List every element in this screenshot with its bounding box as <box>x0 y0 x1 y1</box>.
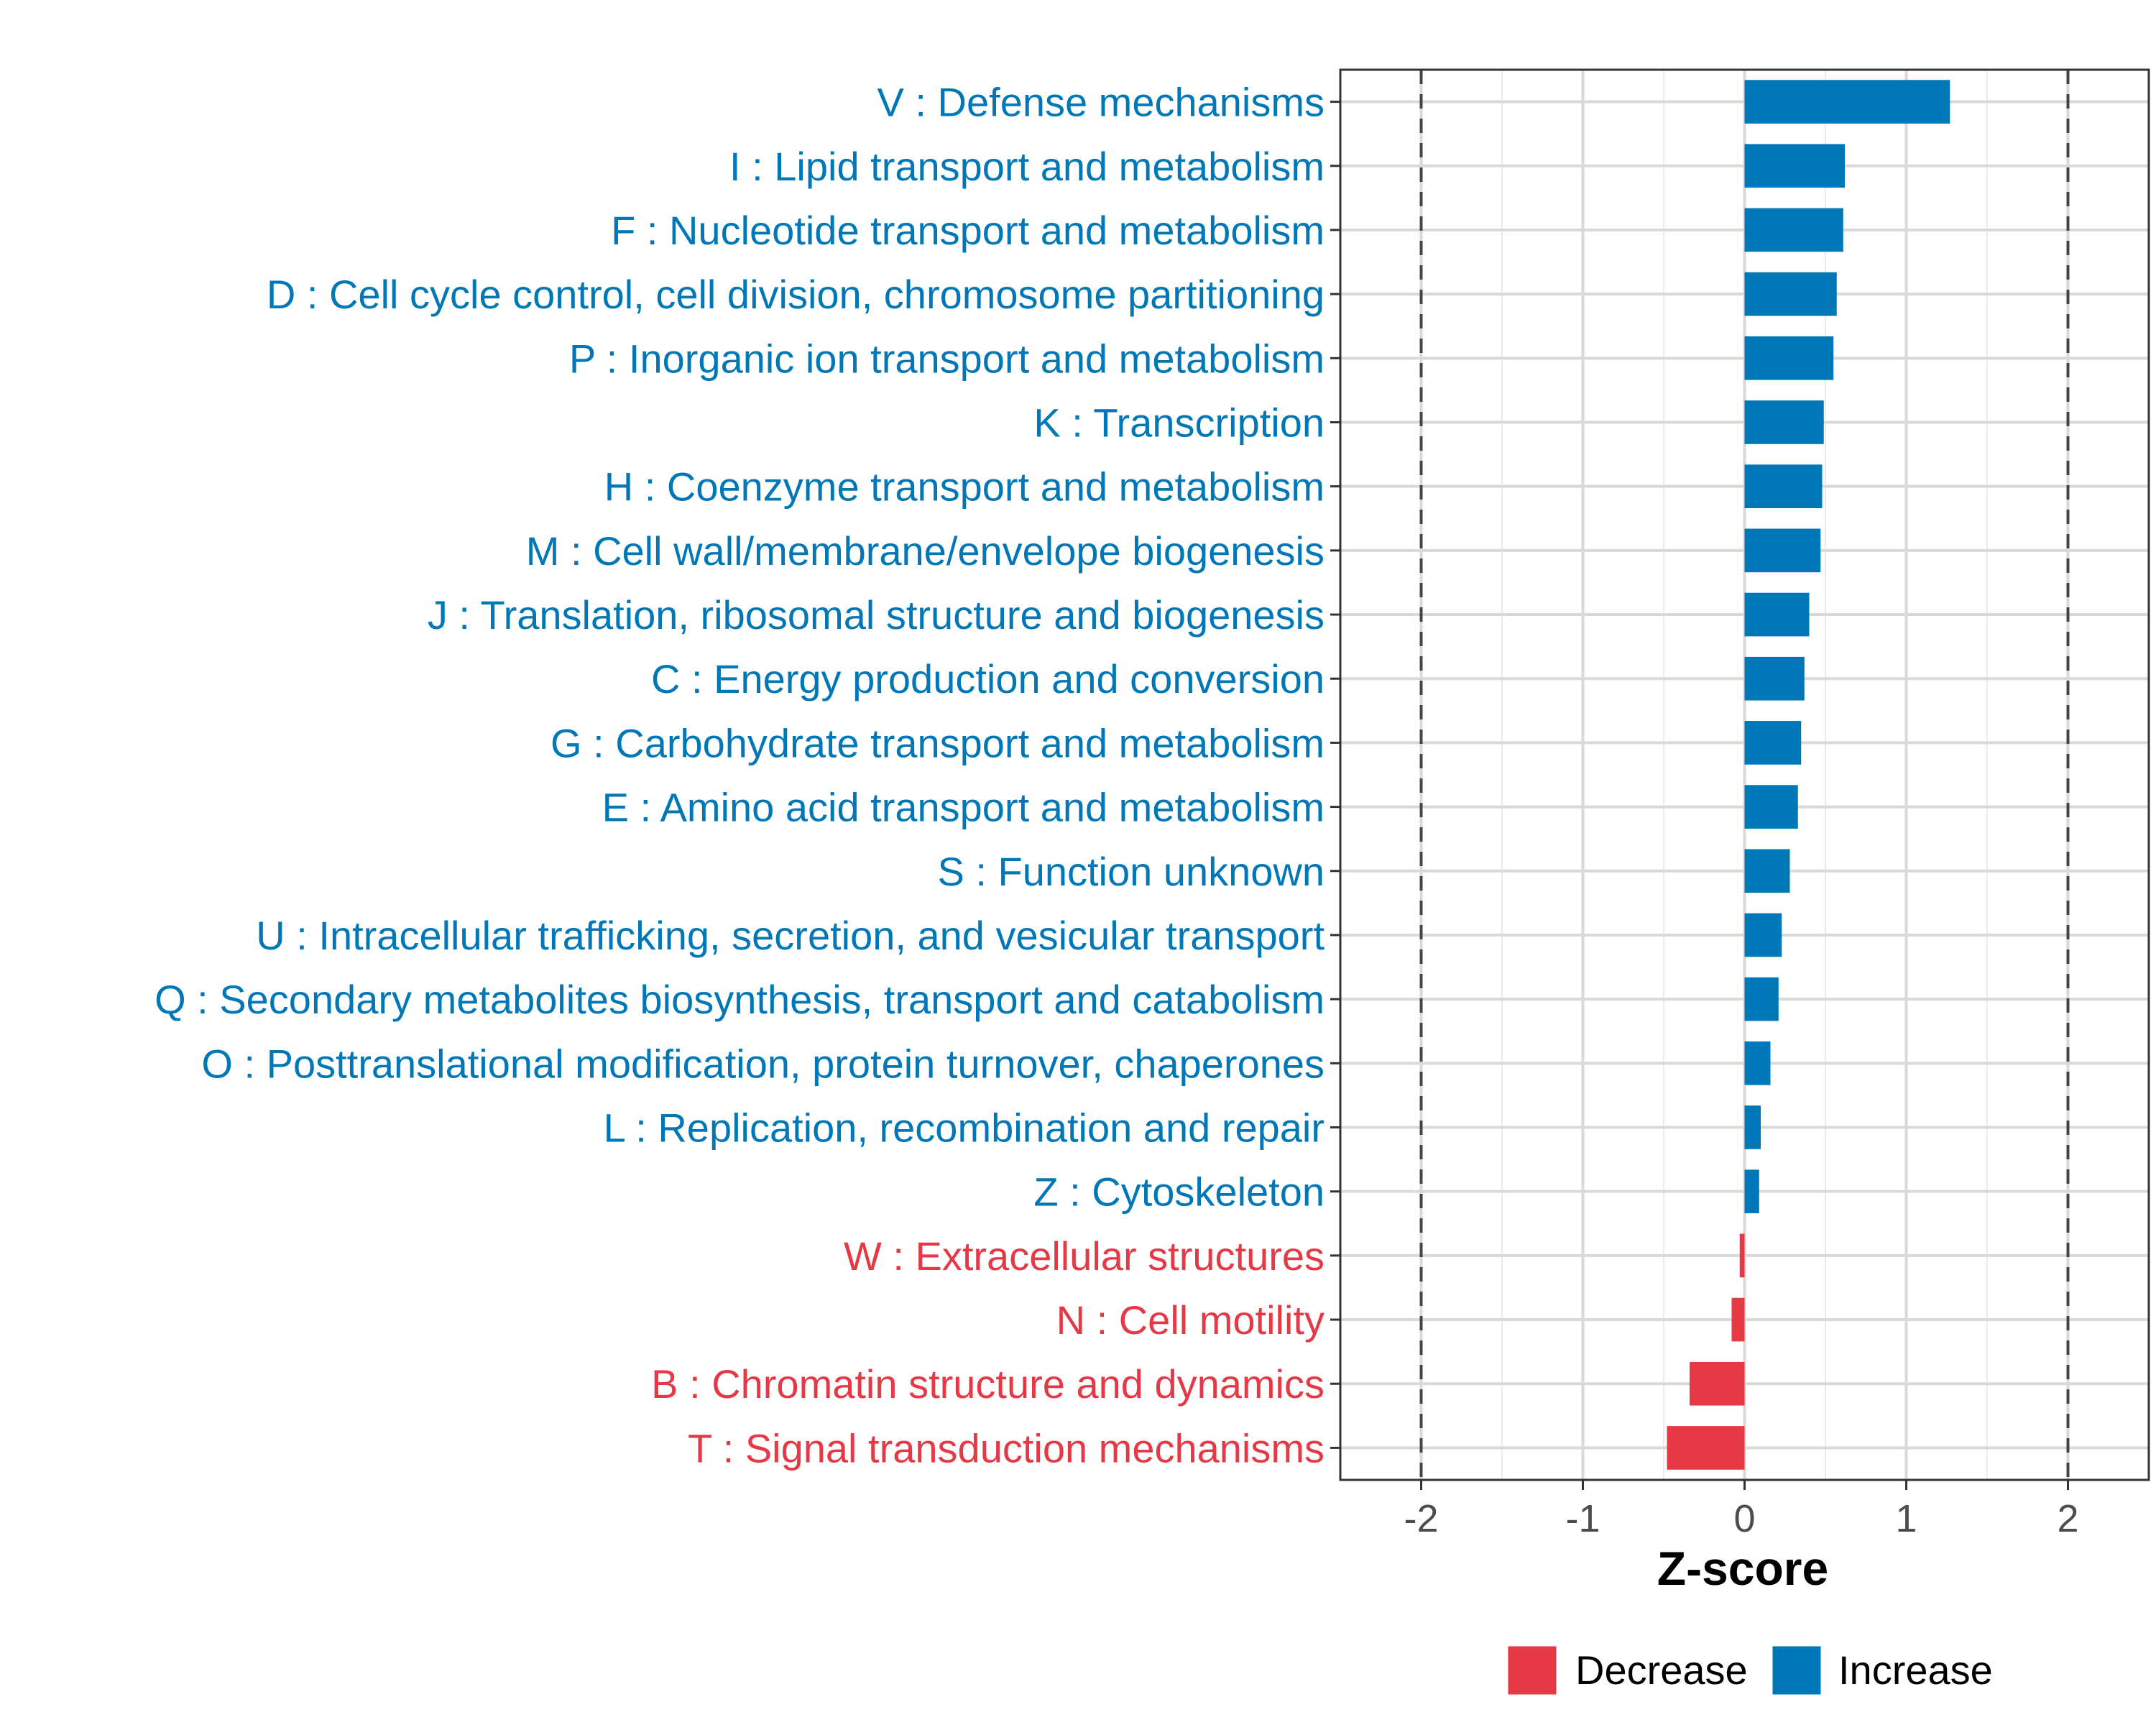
category-label: Z : Cytoskeleton <box>1033 1169 1325 1215</box>
bars <box>1667 80 1950 1470</box>
x-tick-label: 2 <box>2057 1497 2078 1540</box>
category-label: P : Inorganic ion transport and metaboli… <box>569 336 1325 381</box>
x-tick-label: -1 <box>1565 1497 1600 1540</box>
bar <box>1667 1426 1745 1470</box>
bar <box>1739 1233 1745 1278</box>
category-label: T : Signal transduction mechanisms <box>688 1425 1325 1471</box>
bar <box>1744 208 1843 252</box>
bar <box>1744 977 1779 1021</box>
bar <box>1744 849 1790 893</box>
bar <box>1744 913 1782 957</box>
legend-swatch-increase <box>1772 1645 1822 1696</box>
bar <box>1744 1105 1761 1149</box>
category-label: E : Amino acid transport and metabolism <box>602 785 1325 830</box>
category-label: W : Extracellular structures <box>844 1233 1325 1279</box>
x-axis-title: Z-score <box>1657 1542 1828 1595</box>
category-label: D : Cell cycle control, cell division, c… <box>267 272 1325 317</box>
category-label: B : Chromatin structure and dynamics <box>651 1361 1325 1407</box>
bar <box>1744 400 1824 444</box>
legend-swatch-decrease <box>1507 1645 1557 1696</box>
bar <box>1744 144 1845 188</box>
category-label: H : Coenzyme transport and metabolism <box>604 464 1325 510</box>
category-label: I : Lipid transport and metabolism <box>729 144 1325 189</box>
bar <box>1744 336 1834 380</box>
bar <box>1744 656 1805 701</box>
legend-label-increase: Increase <box>1838 1647 1993 1693</box>
bar <box>1744 592 1810 637</box>
bar <box>1744 80 1950 124</box>
category-label: F : Nucleotide transport and metabolism <box>611 208 1325 253</box>
x-axis-ticks: -2 -1 0 1 2 <box>1404 1480 2079 1540</box>
x-tick-label: 1 <box>1895 1497 1917 1540</box>
x-tick-label: -2 <box>1404 1497 1438 1540</box>
category-label: O : Posttranslational modification, prot… <box>201 1041 1325 1086</box>
category-label: C : Energy production and conversion <box>651 656 1325 702</box>
category-label: S : Function unknown <box>937 849 1325 894</box>
bar <box>1744 785 1798 829</box>
category-label: Q : Secondary metabolites biosynthesis, … <box>155 977 1325 1022</box>
bar <box>1744 1041 1771 1085</box>
legend-label-decrease: Decrease <box>1575 1647 1748 1693</box>
bar <box>1744 464 1823 509</box>
y-axis-ticks <box>1330 101 1340 1449</box>
category-label: N : Cell motility <box>1056 1297 1325 1343</box>
bar <box>1690 1361 1745 1406</box>
bar <box>1744 721 1802 765</box>
category-labels: V : Defense mechanisms I : Lipid transpor… <box>155 80 1325 1471</box>
reference-lines <box>1419 70 2070 1480</box>
category-label: G : Carbohydrate transport and metabolis… <box>550 720 1325 765</box>
bar <box>1744 528 1821 573</box>
category-label: U : Intracellular trafficking, secretion… <box>256 913 1325 958</box>
bar <box>1744 272 1837 316</box>
legend: Decrease Increase <box>1507 1645 1993 1696</box>
category-label: M : Cell wall/membrane/envelope biogenes… <box>526 528 1325 574</box>
bar <box>1744 1169 1759 1214</box>
bar <box>1731 1297 1745 1342</box>
category-label: L : Replication, recombination and repai… <box>604 1105 1325 1151</box>
category-label: J : Translation, ribosomal structure and… <box>428 592 1325 638</box>
x-tick-label: 0 <box>1733 1497 1755 1540</box>
category-label: K : Transcription <box>1033 400 1325 446</box>
category-label: V : Defense mechanisms <box>877 80 1325 125</box>
